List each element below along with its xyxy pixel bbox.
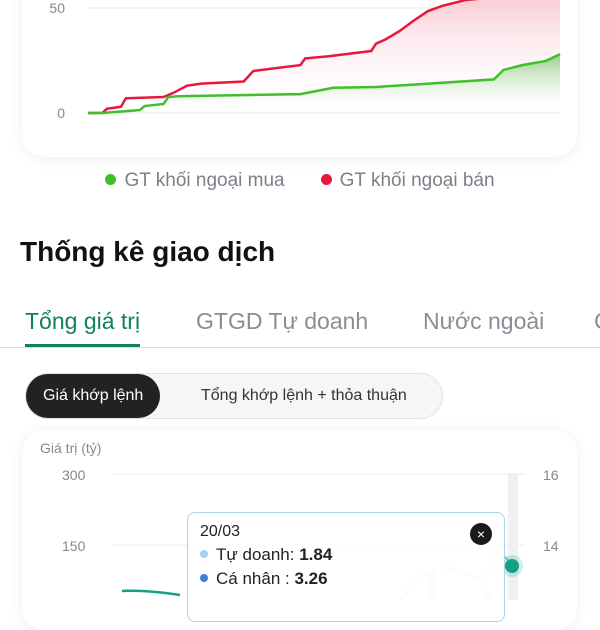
tooltip-row: Cá nhân : 3.26	[200, 569, 492, 589]
y-tick-label: 50	[49, 0, 65, 16]
series-area	[88, 54, 560, 113]
y-axis-title: Giá trị (tỷ)	[40, 440, 102, 456]
segment-total-matched[interactable]: Tổng khớp lệnh + thỏa thuận	[201, 387, 407, 404]
tooltip-row: Tự doanh: 1.84	[200, 545, 492, 565]
series-line	[88, 53, 561, 115]
legend-dot	[105, 174, 117, 185]
y-tick-label: 150	[62, 538, 86, 554]
y-tick-label: 300	[62, 467, 86, 483]
series-dot	[200, 550, 208, 558]
active-point[interactable]	[505, 559, 519, 573]
legend-item-buy[interactable]: GT khối ngoại mua	[105, 170, 285, 192]
segment-matched-price[interactable]: Giá khớp lệnh	[26, 374, 161, 418]
series-line	[88, 0, 480, 115]
y2-tick-label: 16	[543, 467, 559, 483]
close-icon[interactable]: ×	[470, 523, 492, 545]
tooltip-date: 20/03	[200, 523, 241, 540]
tooltip-label: Cá nhân :	[216, 569, 290, 588]
foreign-trade-chart: 50 0	[49, 0, 561, 121]
tooltip: 20/03 Tự doanh: 1.84 Cá nhân : 3.26 ×	[187, 512, 505, 622]
legend-item-sell[interactable]: GT khối ngoại bán	[320, 170, 495, 192]
trade-stats-chart	[112, 473, 525, 600]
tab-proprietary[interactable]: GTGD Tự doanh	[196, 308, 369, 334]
legend-dot	[320, 174, 332, 185]
tooltip-value: 3.26	[294, 569, 328, 588]
y-tick-label: 0	[57, 105, 65, 121]
legend-label: GT khối ngoại bán	[339, 170, 495, 191]
tab-total-value[interactable]: Tổng giá trị	[25, 308, 141, 347]
tooltip-value: 1.84	[299, 545, 333, 564]
line-series	[121, 589, 181, 597]
price-type-toggle: Giá khớp lệnh Tổng khớp lệnh + thỏa thuậ…	[25, 373, 443, 419]
tab-more[interactable]: C	[594, 308, 600, 335]
tab-bar: Tổng giá trị GTGD Tự doanh Nước ngoài C	[0, 300, 600, 348]
tooltip-label: Tự doanh:	[216, 545, 295, 564]
chart-legend: GT khối ngoại mua GT khối ngoại bán	[0, 170, 600, 192]
tab-foreign[interactable]: Nước ngoài	[423, 308, 545, 334]
hover-column	[508, 474, 518, 600]
legend-label: GT khối ngoại mua	[124, 170, 285, 191]
y2-tick-label: 14	[543, 538, 559, 554]
section-title: Thống kê giao dịch	[20, 236, 276, 267]
series-dot	[200, 574, 208, 582]
